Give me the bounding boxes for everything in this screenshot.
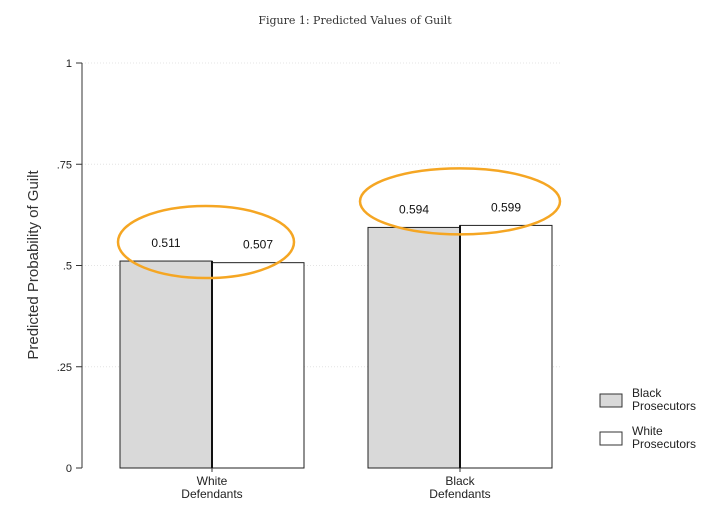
y-tick-label-2: .5: [63, 261, 72, 273]
y-axis-label: Predicted Probability of Guilt: [25, 170, 42, 360]
x-category-label-1: Black Defendants: [429, 474, 490, 501]
x-category-label-0: White Defendants: [181, 474, 242, 501]
legend-swatch-0: [599, 393, 623, 408]
y-tick-label-4: 1: [66, 58, 72, 70]
legend: Black Prosecutors White Prosecutors: [599, 386, 696, 451]
highlight-ellipse-1: [358, 167, 562, 236]
bars-group: [119, 224, 553, 469]
highlight-annotations: [116, 167, 562, 280]
data-labels: 0.511 0.507 0.594 0.599: [151, 200, 521, 251]
bar-1-1: [459, 224, 553, 469]
y-tick-label-3: .75: [57, 159, 72, 171]
bar-0-0: [119, 260, 213, 469]
bar-0-1: [211, 262, 305, 469]
chart-title: Figure 1: Predicted Values of Guilt: [258, 14, 452, 27]
y-axis: 0 .25 .5 .75 1: [57, 58, 83, 475]
data-label-0-0: 0.511: [151, 236, 180, 250]
x-axis-labels: White Defendants Black Defendants: [181, 468, 491, 501]
y-tick-label-1: .25: [57, 362, 72, 374]
highlight-ellipse-0: [116, 204, 296, 280]
data-label-1-1: 0.599: [491, 200, 521, 214]
bar-1-0: [367, 226, 461, 469]
legend-label-1: White Prosecutors: [632, 424, 696, 451]
data-label-1-0: 0.594: [399, 202, 429, 216]
data-label-0-1: 0.507: [243, 238, 273, 252]
legend-label-0: Black Prosecutors: [632, 386, 696, 413]
y-tick-label-0: 0: [66, 463, 72, 475]
legend-swatch-1: [599, 431, 623, 446]
